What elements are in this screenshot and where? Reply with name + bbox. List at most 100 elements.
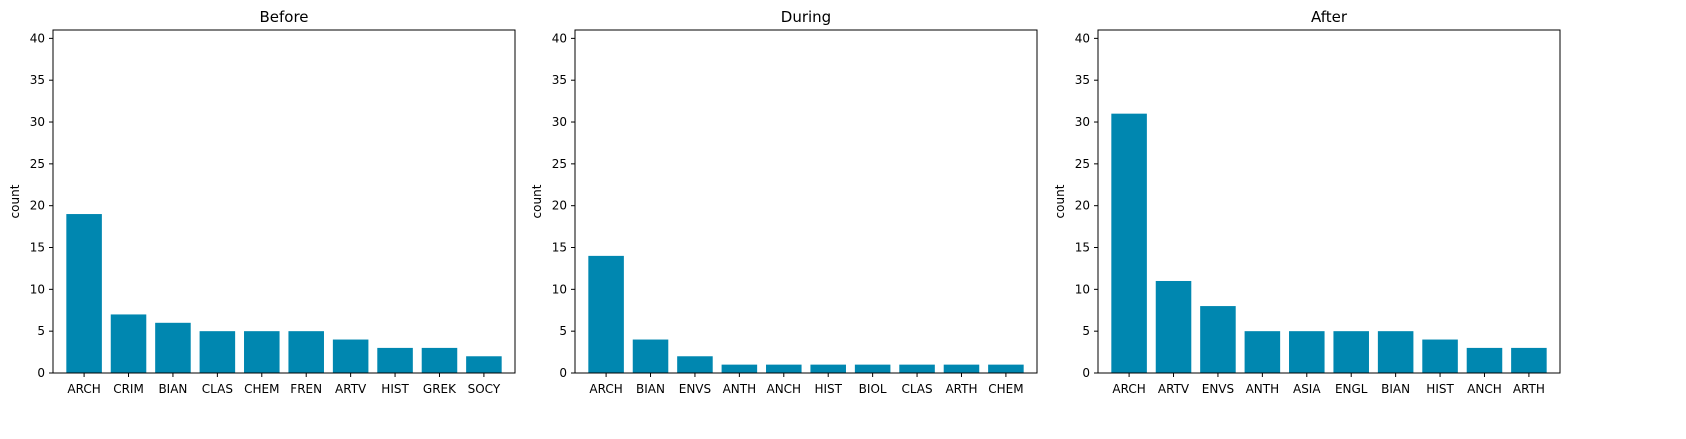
bar bbox=[332, 339, 369, 373]
x-tick-label: ARCH bbox=[1112, 382, 1145, 396]
bar bbox=[1111, 113, 1147, 373]
chart-panel-before: 0 5 10 15 20 25 30 35 40 ARCH CRIM BIAN CLAS CHEM FREN… bbox=[8, 8, 516, 396]
y-tick-label: 40 bbox=[552, 31, 567, 45]
y-tick-label: 0 bbox=[559, 366, 567, 380]
bar bbox=[854, 364, 891, 373]
bar bbox=[1333, 331, 1369, 373]
y-tick-label: 25 bbox=[1075, 157, 1090, 171]
x-tick-label: ARTH bbox=[1513, 382, 1545, 396]
bar bbox=[810, 364, 846, 373]
y-axis-label: count bbox=[8, 184, 22, 218]
x-tick-label: ENVS bbox=[1202, 382, 1234, 396]
x-tick-label: CHEM bbox=[988, 382, 1023, 396]
x-tick-label: ANTH bbox=[723, 382, 757, 396]
y-tick-label: 5 bbox=[37, 324, 45, 338]
y-axis-label: count bbox=[1053, 184, 1067, 218]
bar bbox=[155, 322, 191, 373]
x-tick-label: CHEM bbox=[244, 382, 279, 396]
x-tick-label: HIST bbox=[814, 382, 842, 396]
bar bbox=[110, 314, 147, 373]
x-tick-label: ENVS bbox=[679, 382, 711, 396]
x-tick-label: ARTV bbox=[1158, 382, 1190, 396]
x-tick-label: CLAS bbox=[901, 382, 932, 396]
x-tick-label: ENGL bbox=[1335, 382, 1368, 396]
bar bbox=[1422, 339, 1458, 373]
x-tick-label: HIST bbox=[1426, 382, 1454, 396]
bar bbox=[1511, 347, 1547, 373]
bar bbox=[1155, 280, 1192, 373]
y-tick-label: 40 bbox=[30, 31, 45, 45]
x-tick-label: CRIM bbox=[113, 382, 144, 396]
bar bbox=[377, 347, 413, 373]
bar bbox=[632, 339, 669, 373]
bar bbox=[244, 331, 280, 373]
chart-panel-during: 0 5 10 15 20 25 30 35 40 ARCH BIAN ENVS ANTH ANCH HIST… bbox=[530, 8, 1038, 396]
x-tick-label: GREK bbox=[423, 382, 457, 396]
axes-frame bbox=[52, 29, 516, 374]
bar bbox=[899, 364, 935, 373]
bar bbox=[1466, 347, 1503, 373]
y-axis-label: count bbox=[530, 184, 544, 218]
y-tick-label: 5 bbox=[1082, 324, 1090, 338]
x-tick-label: HIST bbox=[381, 382, 409, 396]
y-tick-label: 0 bbox=[1082, 366, 1090, 380]
y-tick-label: 10 bbox=[552, 282, 567, 296]
bar bbox=[1244, 331, 1281, 373]
y-tick-label: 20 bbox=[1075, 199, 1090, 213]
y-tick-label: 30 bbox=[552, 115, 567, 129]
x-tick-label: BIAN bbox=[636, 382, 665, 396]
x-tick-label: ARCH bbox=[589, 382, 622, 396]
y-tick-label: 40 bbox=[1075, 31, 1090, 45]
bar bbox=[766, 364, 802, 373]
axes-frame bbox=[1097, 29, 1561, 374]
bar bbox=[1200, 306, 1236, 373]
chart-panel-after: 0 5 10 15 20 25 30 35 40 ARCH ARTV ENVS ANTH ASIA ENGL… bbox=[1053, 8, 1561, 396]
x-tick-label: ANCH bbox=[1467, 382, 1502, 396]
x-tick-label: ARCH bbox=[67, 382, 100, 396]
x-tick-label: ARTH bbox=[945, 382, 977, 396]
bar bbox=[199, 331, 236, 373]
y-tick-label: 35 bbox=[1075, 73, 1090, 87]
y-tick-label: 35 bbox=[30, 73, 45, 87]
x-tick-label: ANCH bbox=[766, 382, 801, 396]
x-tick-label: BIOL bbox=[859, 382, 887, 396]
bar bbox=[1289, 331, 1325, 373]
x-tick-label: FREN bbox=[290, 382, 322, 396]
y-tick-label: 30 bbox=[30, 115, 45, 129]
chart-title: After bbox=[1311, 8, 1348, 26]
bar bbox=[288, 331, 324, 373]
x-tick-label: CLAS bbox=[202, 382, 233, 396]
bar bbox=[66, 214, 102, 373]
x-tick-label: ARTV bbox=[335, 382, 367, 396]
x-tick-label: BIAN bbox=[1381, 382, 1410, 396]
y-tick-label: 20 bbox=[30, 199, 45, 213]
x-tick-label: BIAN bbox=[158, 382, 187, 396]
y-tick-label: 10 bbox=[30, 282, 45, 296]
bar bbox=[677, 356, 713, 373]
y-tick-label: 15 bbox=[30, 241, 45, 255]
x-tick-label: ASIA bbox=[1293, 382, 1321, 396]
bar bbox=[1377, 331, 1414, 373]
bar bbox=[988, 364, 1024, 373]
y-tick-label: 0 bbox=[37, 366, 45, 380]
y-tick-label: 20 bbox=[552, 199, 567, 213]
y-tick-label: 15 bbox=[1075, 241, 1090, 255]
x-tick-label: ANTH bbox=[1246, 382, 1280, 396]
bar bbox=[466, 356, 502, 373]
y-tick-label: 35 bbox=[552, 73, 567, 87]
y-tick-label: 15 bbox=[552, 241, 567, 255]
axes-frame bbox=[574, 29, 1038, 374]
y-tick-label: 30 bbox=[1075, 115, 1090, 129]
x-tick-label: SOCY bbox=[468, 382, 501, 396]
bar bbox=[421, 347, 458, 373]
y-tick-label: 25 bbox=[30, 157, 45, 171]
bar bbox=[588, 255, 624, 373]
chart-title: Before bbox=[259, 8, 308, 26]
bar bbox=[721, 364, 758, 373]
chart-title: During bbox=[781, 8, 831, 26]
y-tick-label: 10 bbox=[1075, 282, 1090, 296]
bar bbox=[943, 364, 980, 373]
y-tick-label: 25 bbox=[552, 157, 567, 171]
